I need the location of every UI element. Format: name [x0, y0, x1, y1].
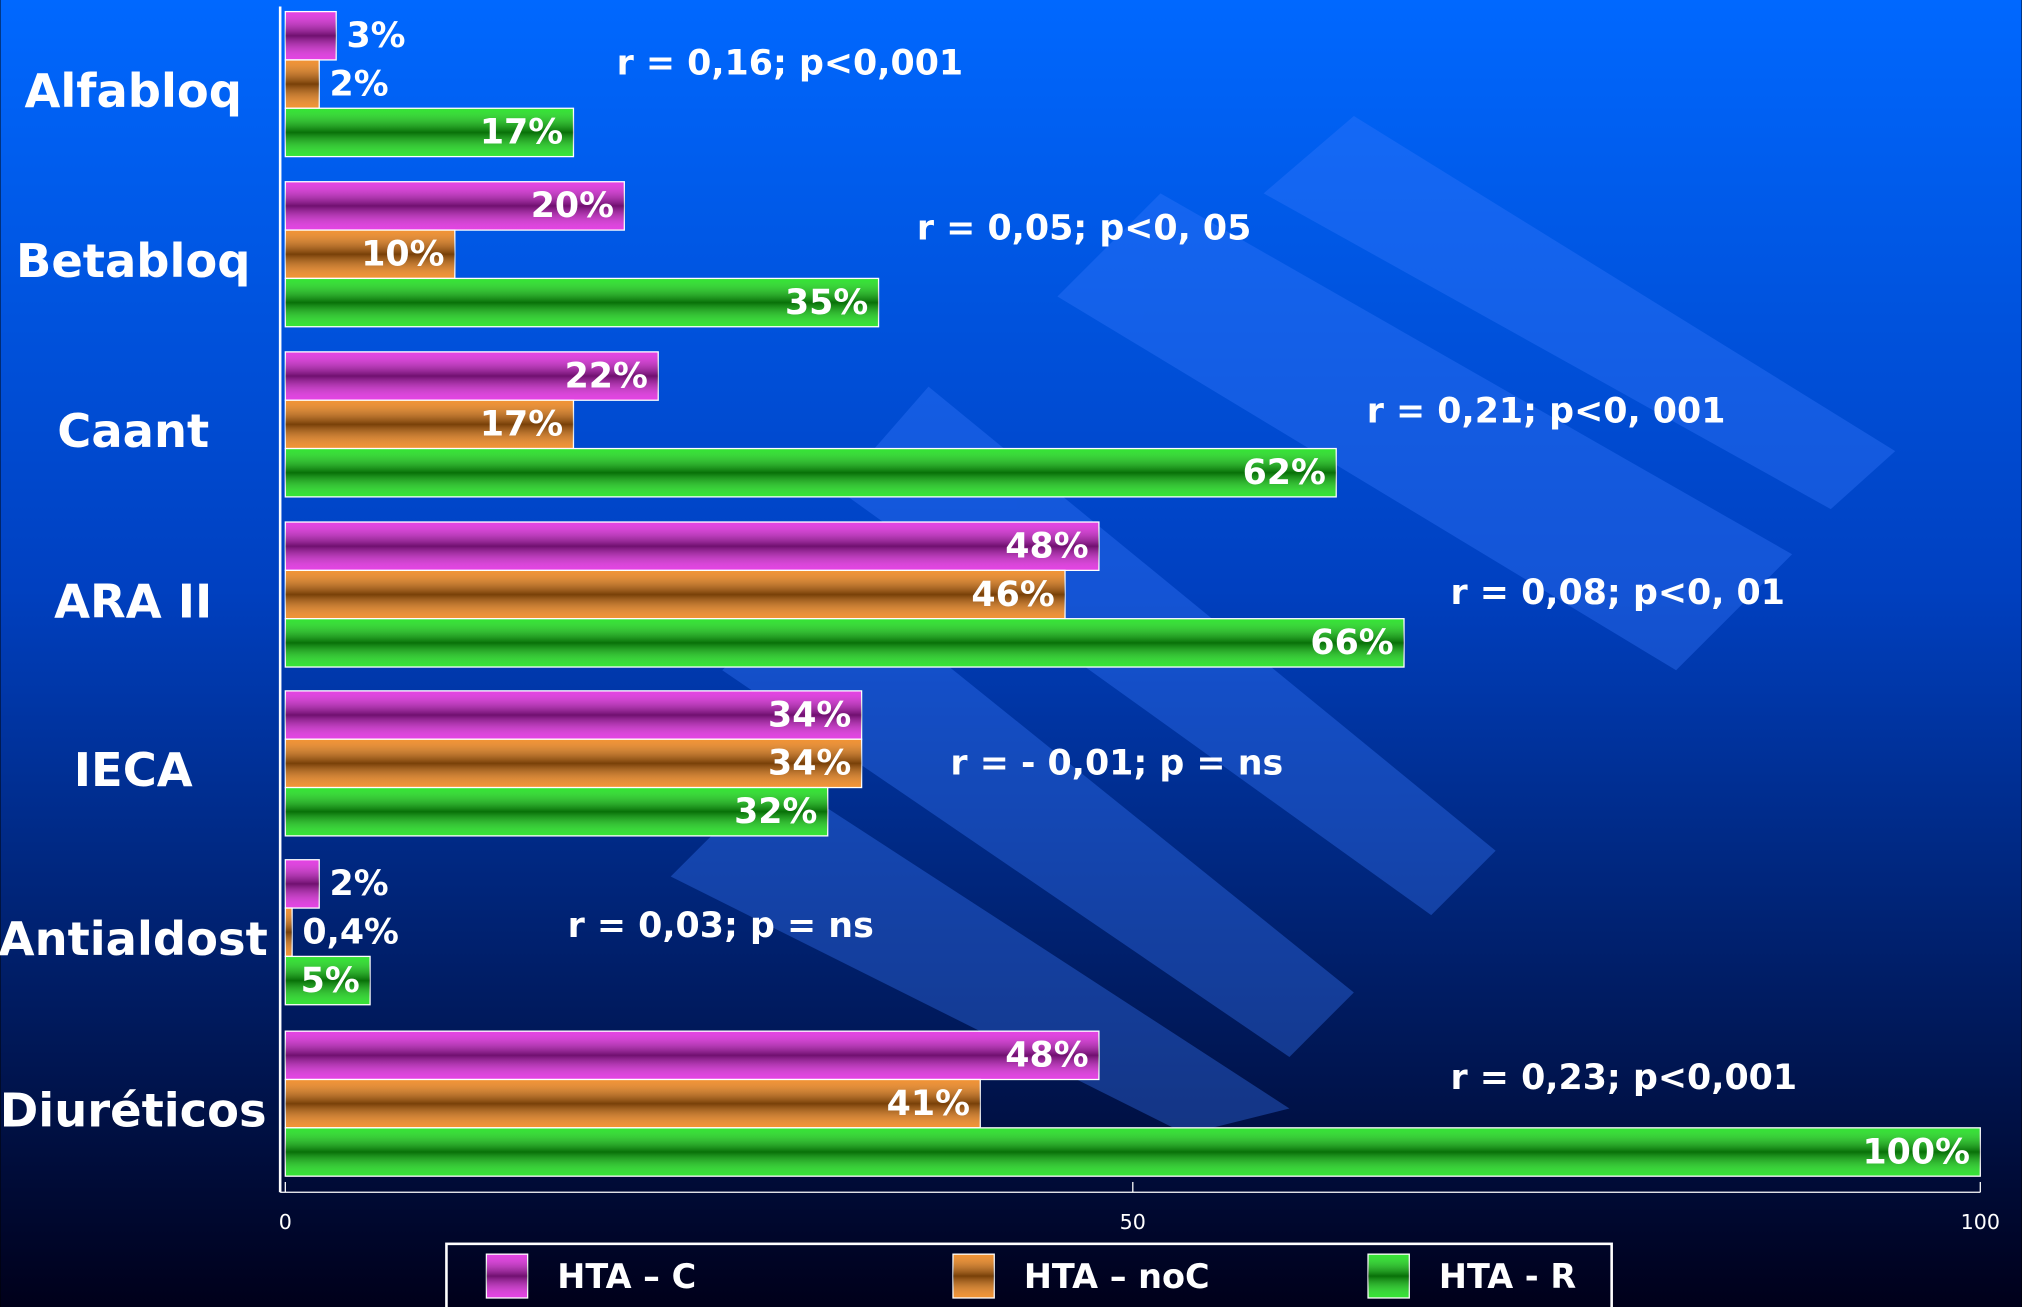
value-label: 48% — [1005, 1036, 1088, 1076]
value-label: 46% — [971, 575, 1054, 615]
bar-shade — [285, 181, 625, 231]
annotation: r = 0,05; p<0, 05 — [917, 208, 1251, 248]
bar-shade — [285, 908, 293, 957]
bar-shade — [285, 351, 659, 401]
bar-shade — [285, 108, 574, 157]
annotation: r = 0,08; p<0, 01 — [1451, 573, 1785, 613]
bar-shade — [285, 859, 320, 909]
bar-shade — [285, 448, 1337, 497]
bar-shade — [285, 956, 371, 1005]
value-label: 17% — [480, 405, 563, 445]
value-label: 32% — [734, 792, 817, 832]
category-label: Diuréticos — [0, 1083, 267, 1137]
bar-shade — [285, 739, 862, 788]
x-tick-label: 100 — [1961, 1210, 2000, 1234]
value-label: 22% — [565, 356, 648, 396]
value-label: 10% — [361, 235, 444, 275]
bar-shade — [285, 11, 337, 60]
value-label: 100% — [1862, 1132, 1970, 1172]
value-label: 17% — [480, 113, 563, 153]
bar-shade — [285, 1031, 1099, 1080]
bar-shade — [285, 1079, 981, 1128]
value-label: 3% — [346, 16, 405, 56]
value-label: 34% — [768, 695, 851, 735]
category-label: Alfabloq — [24, 64, 241, 118]
legend-label: HTA – noC — [1024, 1257, 1210, 1296]
x-tick-label: 50 — [1120, 1210, 1146, 1234]
annotation: r = 0,21; p<0, 001 — [1367, 391, 1726, 431]
bar-shade — [285, 522, 1099, 571]
value-label: 34% — [768, 744, 851, 784]
value-label: 2% — [330, 64, 389, 104]
value-label: 2% — [330, 864, 389, 904]
bar-shade — [285, 690, 862, 740]
annotation: r = 0,23; p<0,001 — [1451, 1058, 1798, 1098]
category-label: Betabloq — [16, 234, 251, 288]
bar-shade — [285, 787, 828, 836]
bar-shade — [285, 59, 320, 109]
legend-swatch-shade — [952, 1254, 995, 1298]
value-label: 66% — [1310, 623, 1393, 663]
x-tick-label: 0 — [279, 1210, 292, 1234]
legend-label: HTA - R — [1439, 1257, 1576, 1296]
category-label: ARA II — [54, 574, 212, 628]
legend-swatch-shade — [1368, 1254, 1410, 1298]
bar-shade — [285, 1127, 1981, 1177]
bar-shade — [285, 618, 1405, 668]
bar-shade — [285, 278, 879, 327]
value-label: 5% — [301, 961, 360, 1001]
category-label: Antialdost — [0, 912, 268, 966]
value-label: 20% — [531, 186, 614, 226]
annotation: r = 0,16; p<0,001 — [617, 43, 964, 83]
value-label: 0,4% — [302, 913, 399, 953]
legend-swatch-shade — [486, 1254, 528, 1298]
bar-shade — [285, 570, 1066, 619]
value-label: 62% — [1243, 453, 1326, 493]
annotation: r = - 0,01; p = ns — [950, 743, 1283, 783]
annotation: r = 0,03; p = ns — [568, 906, 874, 946]
value-label: 35% — [785, 283, 868, 323]
category-label: IECA — [74, 743, 193, 797]
value-label: 41% — [887, 1084, 970, 1124]
legend-box — [445, 1242, 1613, 1307]
category-label: Caant — [57, 404, 209, 458]
bar-shade — [285, 230, 455, 279]
bar-shade — [285, 400, 574, 449]
legend-label: HTA – C — [557, 1257, 696, 1296]
value-label: 48% — [1005, 526, 1088, 566]
